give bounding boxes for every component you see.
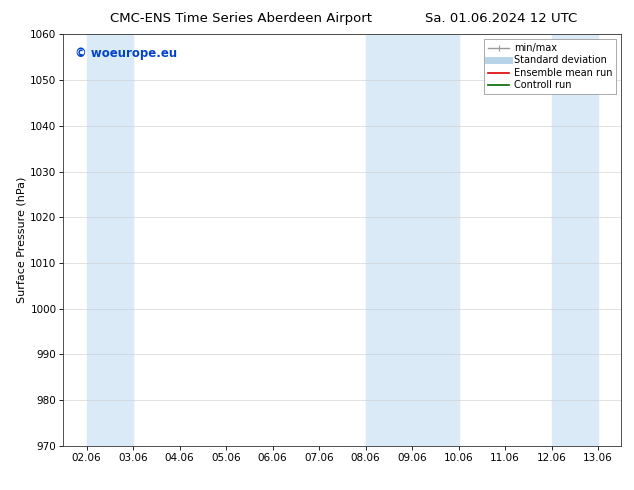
Bar <box>87 34 133 446</box>
Bar <box>552 34 598 446</box>
Legend: min/max, Standard deviation, Ensemble mean run, Controll run: min/max, Standard deviation, Ensemble me… <box>484 39 616 94</box>
Text: Sa. 01.06.2024 12 UTC: Sa. 01.06.2024 12 UTC <box>425 12 577 25</box>
Bar <box>366 34 458 446</box>
Text: CMC-ENS Time Series Aberdeen Airport: CMC-ENS Time Series Aberdeen Airport <box>110 12 372 25</box>
Text: © woeurope.eu: © woeurope.eu <box>75 47 177 60</box>
Y-axis label: Surface Pressure (hPa): Surface Pressure (hPa) <box>16 177 26 303</box>
